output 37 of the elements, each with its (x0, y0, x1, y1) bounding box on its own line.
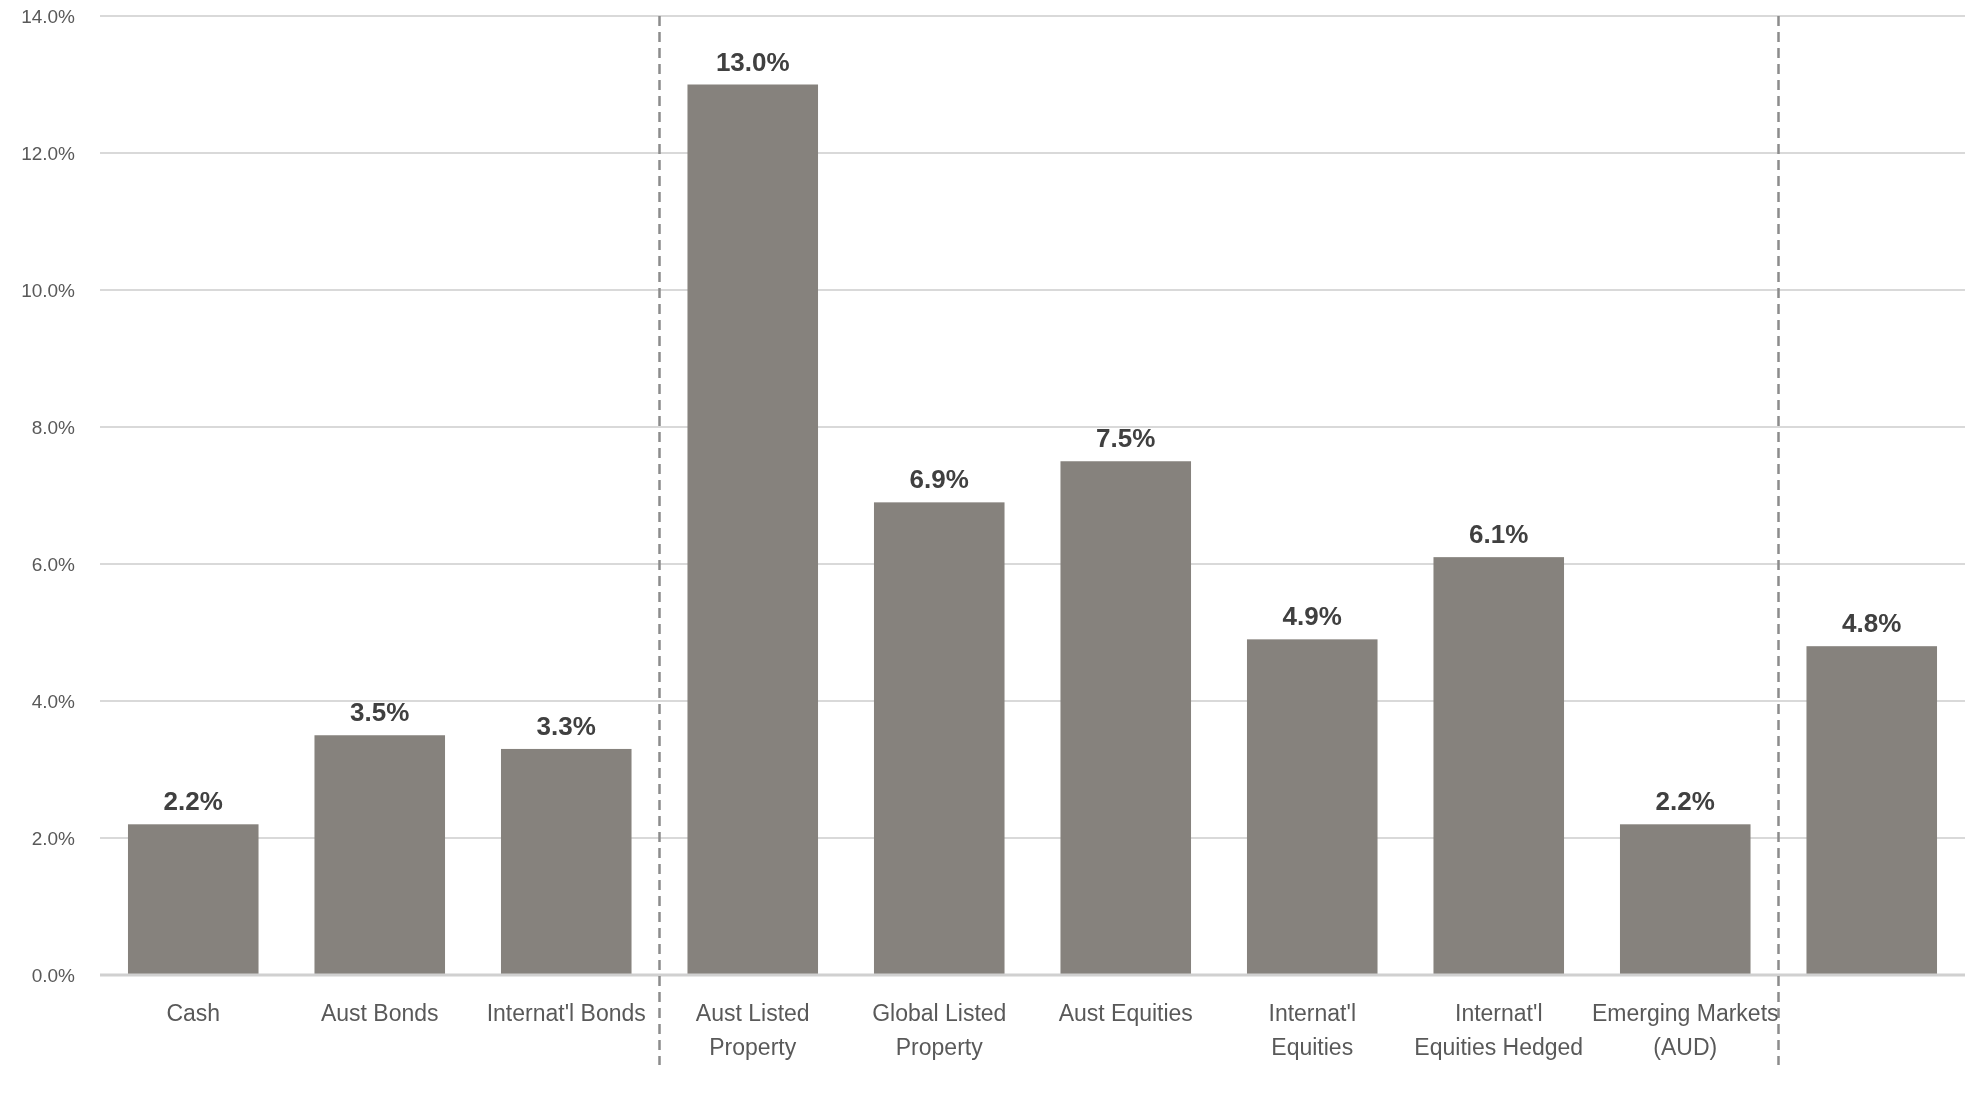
bar (1246, 639, 1378, 975)
y-tick-label: 6.0% (31, 553, 76, 575)
x-tick-label: Internat'l Equities (1268, 1000, 1356, 1060)
y-tick-label: 14.0% (21, 5, 76, 27)
data-label: 4.9% (1282, 601, 1342, 632)
data-label: 3.5% (350, 697, 410, 728)
y-tick-label: 10.0% (21, 279, 76, 301)
y-tick-label: 2.0% (31, 827, 76, 849)
bar (1060, 461, 1192, 975)
data-label: 3.3% (536, 710, 596, 741)
bar (687, 84, 819, 975)
x-tick-label: Cash (166, 1000, 221, 1026)
y-tick-label: 4.0% (31, 690, 76, 712)
data-label: 7.5% (1096, 423, 1156, 454)
bar (314, 735, 446, 975)
y-tick-label: 0.0% (31, 964, 76, 986)
x-tick-label: Emerging Markets (AUD) (1591, 1000, 1779, 1060)
bar (873, 502, 1005, 975)
x-tick-label: Global Listed Property (872, 1000, 1007, 1060)
x-tick-label: Aust Listed Property (695, 1000, 810, 1060)
x-tick-label: Aust Equities (1058, 1000, 1193, 1026)
data-label: 13.0% (715, 46, 790, 77)
data-label: 4.8% (1842, 608, 1902, 639)
bar (127, 824, 259, 975)
bar (1433, 557, 1565, 975)
data-label: 6.1% (1469, 519, 1529, 550)
data-label: 2.2% (1655, 786, 1715, 817)
bar (500, 748, 632, 975)
x-tick-label: Internat'l Bonds (486, 1000, 646, 1026)
data-label: 2.2% (163, 786, 223, 817)
x-tick-label: Internat'l Equities Hedged (1414, 1000, 1584, 1060)
x-tick-label: Aust Bonds (320, 1000, 439, 1026)
bar (1619, 824, 1751, 975)
bar (1806, 646, 1938, 975)
y-tick-label: 8.0% (31, 416, 76, 438)
y-tick-label: 12.0% (21, 142, 76, 164)
data-label: 6.9% (909, 464, 969, 495)
